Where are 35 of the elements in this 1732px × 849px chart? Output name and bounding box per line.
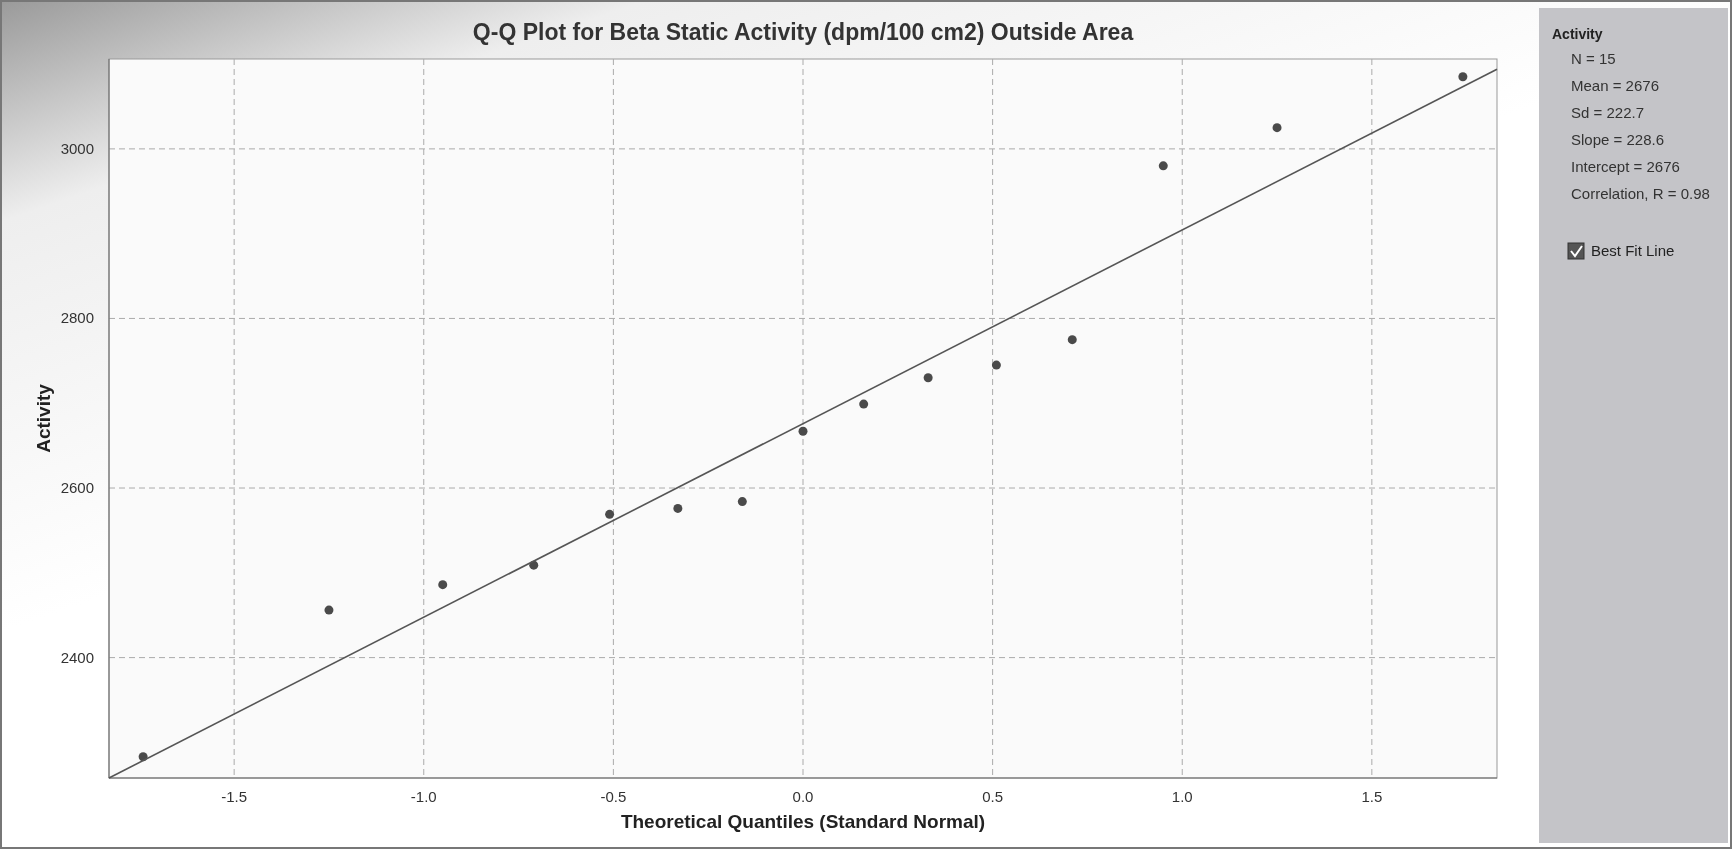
y-tick-label: 2800 [60,309,94,327]
text: Correlation, R = 0.98 [1571,185,1710,202]
text: Slope = 228.6 [1571,131,1664,148]
point [1067,335,1077,345]
legend-title: Activity [1552,26,1603,42]
point [859,399,869,409]
point [1158,161,1168,171]
text: Mean = 2676 [1571,77,1659,94]
x-tick-label: 1.5 [1361,788,1383,805]
x-axis-title: Theoretical Quantiles (Standard Normal) [620,811,986,832]
x-tick-label: -0.5 [600,788,627,805]
point [324,605,334,615]
point [923,373,933,383]
x-tick-label: 0.0 [792,788,814,805]
point [737,497,747,507]
text: Sd = 222.7 [1571,104,1644,121]
point [1458,72,1468,82]
y-axis-title: Activity [33,383,54,453]
y-tick-label: 3000 [60,139,94,157]
x-tick-label: 0.5 [982,788,1004,805]
y-tick-label: 2400 [60,648,94,666]
x-tick-label: 1.0 [1171,788,1193,805]
legend-label: Best Fit Line [1591,242,1675,259]
point [1272,123,1282,133]
x-tick-label: -1.5 [221,788,248,805]
point [605,509,615,519]
text: Intercept = 2676 [1571,158,1680,175]
point [798,426,808,436]
chart-title: Q-Q Plot for Beta Static Activity (dpm/100 cm2) Outside Area [472,19,1134,45]
y-tick-label: 2600 [60,479,94,497]
x-tick-label: -1.0 [410,788,437,805]
point [438,580,448,590]
point [673,503,683,513]
text: N = 15 [1571,50,1616,67]
point [991,360,1001,370]
